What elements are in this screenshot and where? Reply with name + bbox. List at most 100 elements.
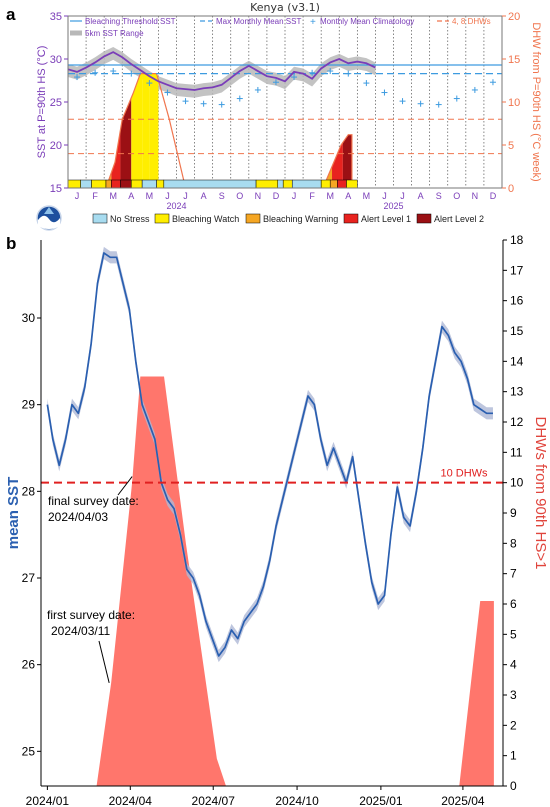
climatology-point <box>92 69 99 76</box>
dhw-status-fill <box>142 73 150 188</box>
month-label: O <box>236 191 243 201</box>
y2-tick-label: 12 <box>510 415 524 429</box>
status-bar-segment <box>163 179 257 189</box>
y2-tick-label: 15 <box>510 324 524 338</box>
month-label: N <box>255 191 262 201</box>
year-label-2025: 2025 <box>383 201 403 211</box>
month-label: J <box>292 191 297 201</box>
y2-tick-label: 9 <box>510 506 517 520</box>
status-bar-segment <box>156 179 165 189</box>
dhw-status-fill <box>111 73 121 188</box>
climatology-point <box>236 95 243 102</box>
panel-a-label: a <box>6 5 16 24</box>
status-bar-segment <box>282 179 293 189</box>
dhw-area-panel-b <box>96 376 494 786</box>
status-legend-label: No Stress <box>110 214 150 224</box>
climatology-point <box>200 100 207 107</box>
status-legend-label: Bleaching Watch <box>172 214 239 224</box>
climatology-point <box>291 74 298 81</box>
y2-tick-label: 5 <box>510 627 517 641</box>
panel-b-ylabel-left: mean SST <box>5 477 22 550</box>
y2-tick-label: 3 <box>510 688 517 702</box>
y2-tick-label: 0 <box>510 779 517 793</box>
status-bar-segment <box>320 179 331 189</box>
y2-tick-label: 11 <box>510 445 523 459</box>
status-legend-label: Alert Level 2 <box>434 214 484 224</box>
y-tick-label: 27 <box>22 571 36 585</box>
y-tick-label: 25 <box>50 97 62 109</box>
y-tick-label: 35 <box>50 11 62 23</box>
climatology-point <box>381 89 388 96</box>
month-label: J <box>382 191 387 201</box>
y-tick-label: 30 <box>22 311 36 325</box>
status-bar-segment <box>337 179 347 189</box>
climatology-point <box>345 70 352 77</box>
status-legend-swatch <box>92 213 108 224</box>
legend-range: 5km SST Range <box>85 29 144 38</box>
panel-b-ylabel-right: DHWs from 90th HS>1 <box>532 417 549 570</box>
month-label: J <box>183 191 188 201</box>
month-label: A <box>418 191 424 201</box>
month-label: A <box>128 191 134 201</box>
status-legend-swatch <box>416 213 432 224</box>
annotation-first-survey-line1: first survey date: <box>47 608 135 622</box>
y2-tick-label: 5 <box>508 140 514 152</box>
x-tick-label: 2024/01 <box>26 794 70 807</box>
climatology-point <box>164 89 171 96</box>
y2-tick-label: 10 <box>510 476 524 490</box>
x-tick-label: 2024/07 <box>192 794 236 807</box>
status-bar-segment <box>255 179 279 189</box>
legend-clim-marker: + <box>310 17 316 28</box>
y2-tick-label: 16 <box>510 294 524 308</box>
annotation-first-survey-pointer <box>98 640 110 683</box>
sst-band-panel-b <box>47 246 493 663</box>
y2-tick-label: 7 <box>510 567 517 581</box>
annotation-final-survey-pointer <box>117 476 133 496</box>
legend-dhw: 4, 8 DHWs <box>452 17 491 26</box>
month-label: A <box>345 191 351 201</box>
threshold-10dhw-label: 10 DHWs <box>440 468 488 480</box>
y2-tick-label: 8 <box>510 536 517 550</box>
status-legend-swatch <box>343 213 359 224</box>
y-tick-label: 15 <box>50 183 62 195</box>
y2-tick-label: 1 <box>510 749 517 763</box>
climatology-point <box>128 70 135 77</box>
y2-tick-label: 20 <box>508 11 520 23</box>
panel-a-legend: Bleaching Threshold SST Max Monthly Mean … <box>70 17 491 38</box>
y2-tick-label: 14 <box>510 354 524 368</box>
status-bar-segment <box>67 179 81 189</box>
month-label: F <box>92 191 98 201</box>
month-label: M <box>146 191 154 201</box>
month-label: M <box>363 191 371 201</box>
month-label: J <box>75 191 80 201</box>
status-legend-swatch <box>154 213 170 224</box>
x-tick-label: 2024/04 <box>109 794 153 807</box>
x-tick-label: 2025/04 <box>441 794 485 807</box>
status-bar-segment <box>120 179 132 189</box>
legend-mmm: Max Monthly Mean SST <box>216 17 301 26</box>
climatology-point <box>272 79 279 86</box>
noaa-logo <box>36 205 62 231</box>
climatology-point <box>417 100 424 107</box>
status-legend-swatch <box>245 213 261 224</box>
climatology-point <box>399 98 406 105</box>
month-label: O <box>453 191 460 201</box>
year-label-2024: 2024 <box>166 201 186 211</box>
climatology-point <box>435 101 442 108</box>
status-legend-label: Alert Level 1 <box>361 214 411 224</box>
month-label: S <box>219 191 225 201</box>
y-tick-label: 29 <box>22 398 36 412</box>
dhw-status-fill <box>120 73 132 188</box>
climatology-point <box>218 101 225 108</box>
dhw-status-fill <box>149 73 159 188</box>
status-bar-segment <box>111 179 121 189</box>
month-label: M <box>109 191 117 201</box>
status-legend-label: Bleaching Warning <box>263 214 338 224</box>
dhw-curve-2025 <box>322 134 353 189</box>
y-tick-label: 30 <box>50 54 62 66</box>
y-tick-label: 25 <box>22 744 36 758</box>
month-label: A <box>201 191 207 201</box>
x-tick-label: 2025/01 <box>359 794 403 807</box>
y-tick-label: 20 <box>50 140 62 152</box>
